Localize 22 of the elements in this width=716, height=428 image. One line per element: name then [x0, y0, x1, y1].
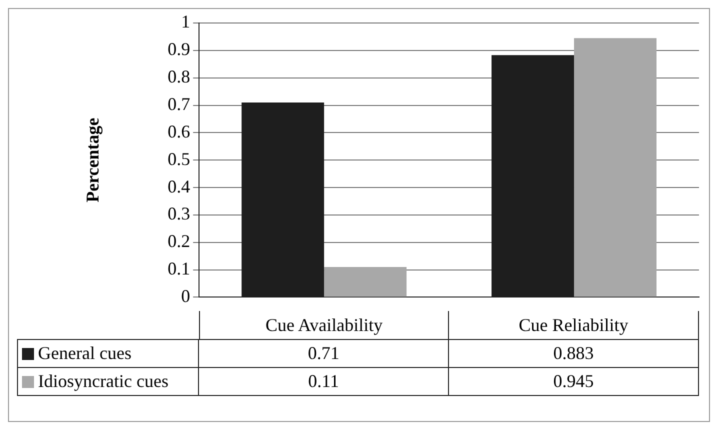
data-label: 0.11	[199, 368, 450, 395]
y-tick-label: 0.8	[168, 66, 190, 87]
y-tick-label: 0.7	[168, 94, 190, 114]
y-tick-label: 0	[181, 286, 190, 306]
y-tick-label: 1	[181, 12, 190, 32]
x-tick-label: Cue Reliability	[449, 311, 699, 339]
y-tick-label: 0.6	[168, 121, 190, 142]
bar	[574, 38, 657, 297]
data-label: 0.945	[449, 368, 699, 395]
data-label: 0.883	[449, 340, 699, 367]
y-tick-label: 0.9	[168, 39, 190, 60]
x-tick-label: Cue Availability	[199, 311, 450, 339]
y-tick-label: 0.5	[168, 148, 190, 169]
legend-label: General cues	[38, 343, 132, 364]
y-tick-label: 0.4	[168, 176, 190, 196]
y-tick-label: 0.3	[168, 204, 190, 224]
y-tick-label: 0.1	[168, 258, 190, 279]
data-label: 0.71	[199, 340, 450, 367]
y-tick-label: 0.2	[168, 231, 190, 252]
bar	[324, 267, 407, 297]
legend-label: Idiosyncratic cues	[38, 371, 168, 392]
y-axis-title: Percentage	[82, 118, 102, 202]
